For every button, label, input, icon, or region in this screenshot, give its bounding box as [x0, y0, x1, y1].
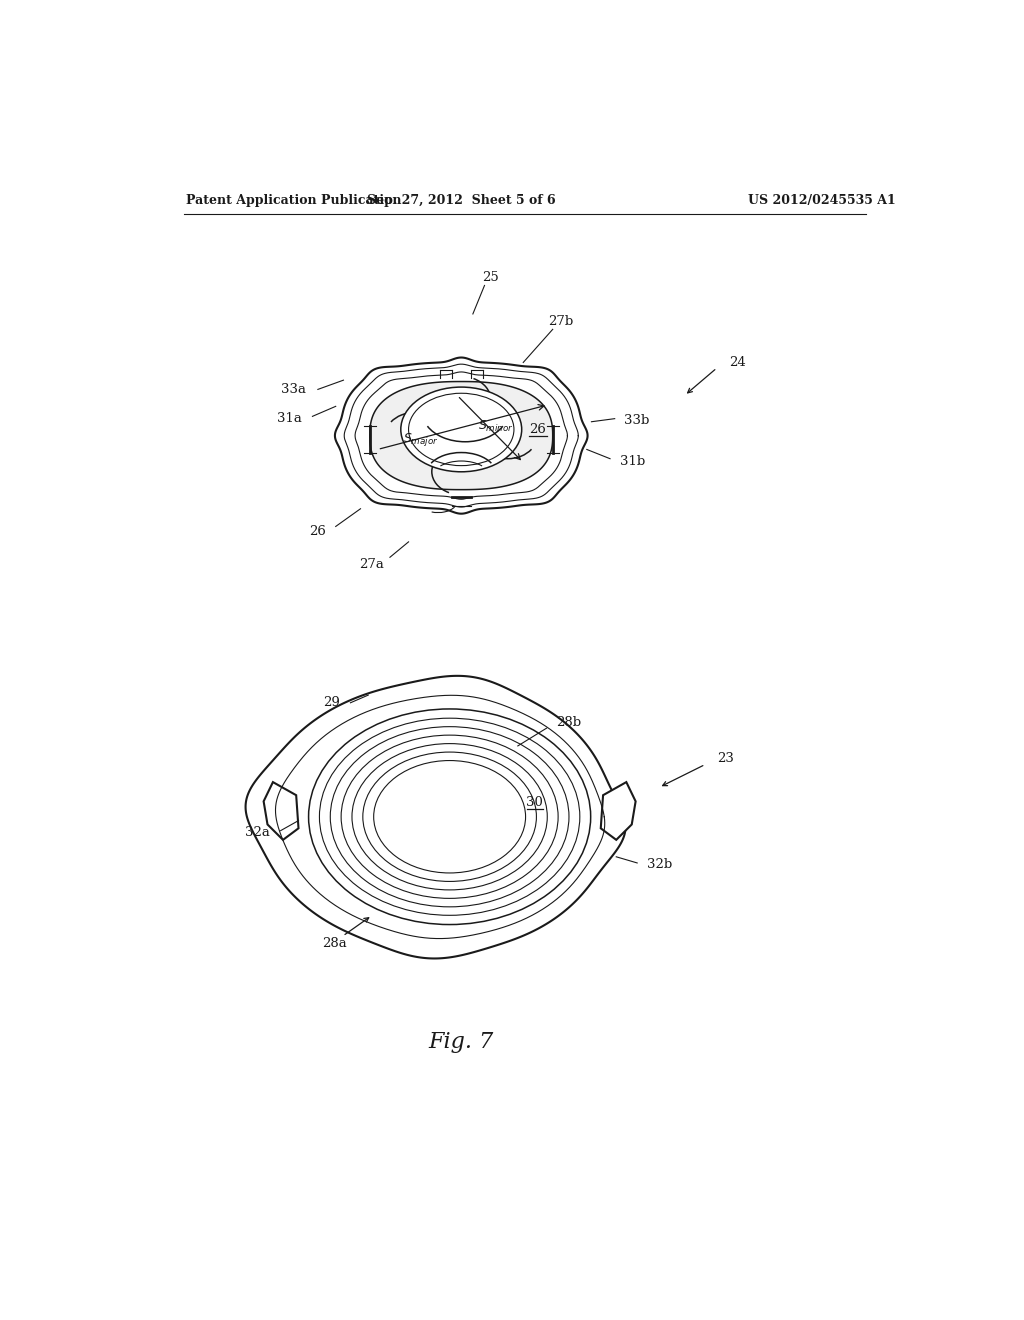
- Text: Fig. 7: Fig. 7: [429, 1031, 494, 1053]
- Text: US 2012/0245535 A1: US 2012/0245535 A1: [748, 194, 896, 207]
- Text: 31b: 31b: [621, 454, 645, 467]
- Text: Sep. 27, 2012  Sheet 5 of 6: Sep. 27, 2012 Sheet 5 of 6: [367, 194, 556, 207]
- Text: 30: 30: [526, 796, 544, 809]
- Text: 29: 29: [323, 696, 340, 709]
- Ellipse shape: [409, 393, 514, 466]
- Ellipse shape: [388, 771, 512, 863]
- Text: 28a: 28a: [323, 937, 347, 950]
- Ellipse shape: [397, 779, 503, 855]
- Text: 25: 25: [482, 271, 499, 284]
- Text: 26: 26: [309, 525, 326, 539]
- Polygon shape: [335, 358, 588, 513]
- Polygon shape: [246, 676, 626, 958]
- Polygon shape: [263, 781, 299, 840]
- Bar: [451, 859, 473, 869]
- Ellipse shape: [362, 752, 537, 882]
- Ellipse shape: [331, 726, 569, 907]
- Text: $\mathit{S}_{minor}$: $\mathit{S}_{minor}$: [478, 418, 514, 434]
- Polygon shape: [601, 781, 636, 840]
- Ellipse shape: [407, 785, 493, 847]
- Text: Patent Application Publication: Patent Application Publication: [186, 194, 401, 207]
- Ellipse shape: [374, 760, 525, 873]
- Text: 28b: 28b: [557, 717, 582, 730]
- Ellipse shape: [308, 709, 591, 924]
- Bar: [429, 755, 452, 764]
- Ellipse shape: [319, 718, 580, 915]
- Text: 27a: 27a: [358, 558, 384, 572]
- Ellipse shape: [400, 387, 521, 471]
- Text: 33a: 33a: [282, 383, 306, 396]
- Ellipse shape: [341, 735, 558, 899]
- Text: 27b: 27b: [548, 315, 573, 329]
- Ellipse shape: [352, 743, 547, 890]
- Text: 31a: 31a: [278, 412, 302, 425]
- Text: 24: 24: [729, 356, 745, 370]
- Ellipse shape: [435, 807, 464, 826]
- Text: 26: 26: [528, 422, 546, 436]
- Text: $\mathit{S}_{major}$: $\mathit{S}_{major}$: [403, 430, 438, 447]
- Text: 23: 23: [717, 752, 734, 766]
- Text: 32b: 32b: [647, 858, 673, 871]
- Text: 32a: 32a: [245, 825, 270, 838]
- Text: 33b: 33b: [624, 413, 649, 426]
- Polygon shape: [370, 381, 553, 490]
- Ellipse shape: [419, 793, 480, 840]
